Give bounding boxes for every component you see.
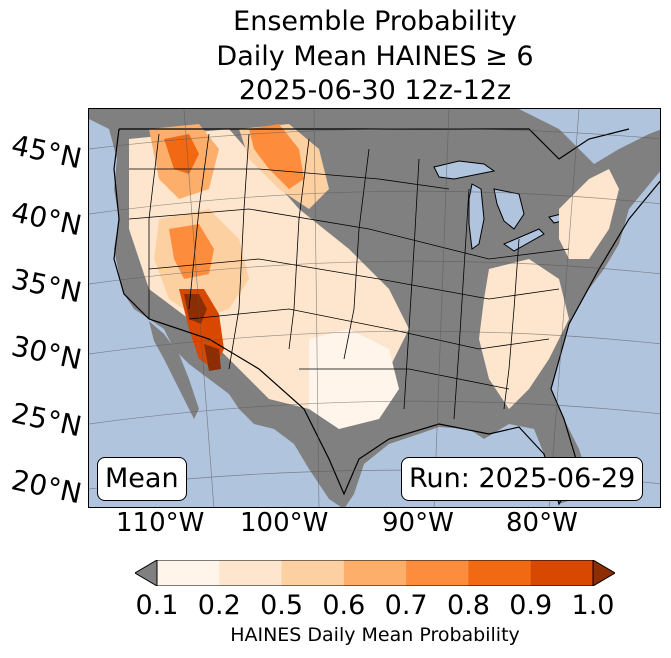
lon-label-90w: 90°W — [382, 508, 454, 538]
prob-low-texas — [309, 329, 399, 429]
colorbar-label: HAINES Daily Mean Probability — [230, 624, 520, 646]
lon-label-80w: 80°W — [506, 508, 578, 538]
run-date-box: Run: 2025-06-29 — [401, 457, 644, 501]
prob-max-newmexico — [204, 344, 221, 371]
lon-label-110w: 110°W — [116, 508, 205, 538]
colorbar-over-arrow — [592, 560, 615, 586]
colorbar-segment — [157, 560, 220, 586]
lat-label-25: 25°N — [8, 396, 85, 444]
colorbar — [135, 560, 615, 586]
lat-label-45: 45°N — [8, 128, 85, 176]
probability-map[interactable] — [88, 108, 661, 508]
colorbar-tick-label: 0.8 — [446, 590, 490, 621]
probability-regions — [129, 124, 619, 429]
colorbar-under-arrow — [135, 560, 158, 586]
lat-label-20: 20°N — [8, 463, 85, 511]
title-line-1: Ensemble Probability — [233, 6, 517, 37]
colorbar-segment — [281, 560, 345, 586]
colorbar-tick-label: 0.9 — [509, 590, 553, 621]
title-line-3: 2025-06-30 12z-12z — [238, 75, 512, 106]
lat-label-30: 30°N — [8, 329, 85, 377]
graticule — [89, 109, 660, 507]
colorbar-tick-label: 0.2 — [197, 590, 241, 621]
state-lines — [128, 133, 570, 420]
map-canvas — [89, 109, 660, 507]
colorbar-segment — [219, 560, 283, 586]
colorbar-tick-label: 1.0 — [571, 590, 615, 621]
colorbar-tick-label: 0.5 — [260, 590, 304, 621]
prob-low-southeast — [479, 259, 569, 409]
colorbar-segments — [157, 560, 594, 586]
statistic-label-box: Mean — [97, 457, 187, 501]
colorbar-tick-label: 0.7 — [384, 590, 428, 621]
lake-erie — [502, 228, 545, 252]
lat-label-35: 35°N — [8, 262, 85, 310]
lake-huron — [493, 188, 525, 230]
colorbar-tick-label: 0.1 — [135, 590, 179, 621]
colorbar-segment — [530, 560, 594, 586]
baja-peninsula — [149, 321, 199, 419]
lake-michigan — [468, 183, 485, 250]
colorbar-segment — [343, 560, 407, 586]
lat-label-40: 40°N — [8, 195, 85, 243]
colorbar-tick-label: 0.6 — [322, 590, 366, 621]
prob-high-montana — [249, 124, 304, 189]
lake-superior — [433, 160, 496, 180]
prob-high-nevada — [169, 224, 214, 279]
title-line-2: Daily Mean HAINES ≥ 6 — [216, 41, 534, 72]
prob-high-idaho — [164, 134, 199, 174]
colorbar-frame — [156, 560, 594, 586]
colorbar-segment — [406, 560, 469, 586]
colorbar-segment — [468, 560, 532, 586]
lon-label-100w: 100°W — [240, 508, 329, 538]
prob-low-northeast — [559, 169, 619, 259]
